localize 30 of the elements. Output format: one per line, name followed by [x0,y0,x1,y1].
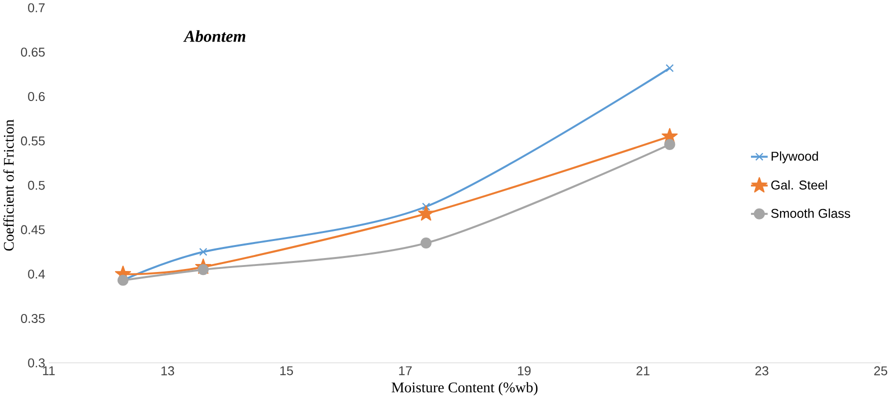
point [418,205,434,221]
text: Abontem [183,30,246,42]
x-tick-label: 17 [399,366,412,376]
y-tick-label: 0.35 [20,314,45,324]
x-axis-title: Moisture Content (%wb) [392,382,538,396]
y-tick-label: 0.3 [28,358,45,368]
point [420,238,432,249]
point [422,202,430,211]
point [666,64,674,72]
legend-label: Smooth Glass [771,208,850,218]
point [198,264,209,276]
x-tick-label: 13 [161,366,174,376]
y-tick-label: 0.5 [28,180,45,190]
x-tick-label: 11 [43,366,55,376]
y-tick-label: 0.7 [28,3,45,12]
y-tick-label: 0.55 [20,136,45,146]
y-tick-label: 0.4 [28,270,45,279]
legend-label: Gal. Steel [771,180,827,190]
x-tick-label: 23 [755,366,768,376]
x-tick-label: 21 [636,366,650,376]
y-tick-label: 0.6 [28,92,45,102]
point [199,248,208,256]
x-tick-label: 19 [518,366,531,376]
y-tick-label: 0.65 [20,48,45,57]
y-tick-label: 0.45 [20,225,45,234]
y-axis-title: Coefficient of Friction [3,120,14,251]
x-tick-label: 25 [874,366,888,376]
point [664,139,676,150]
legend-label: Plywood [772,152,818,164]
x-tick-label: 15 [280,366,293,376]
